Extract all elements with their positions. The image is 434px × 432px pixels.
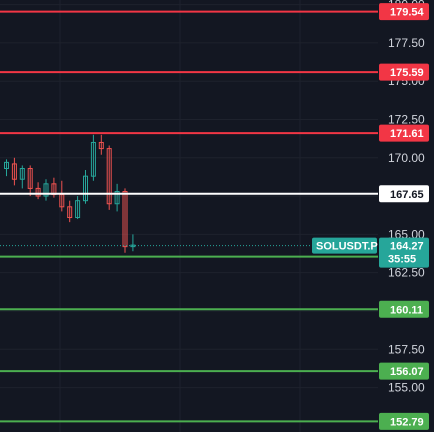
- candle: [122, 188, 128, 253]
- level-tag-background: [379, 300, 429, 318]
- candle: [90, 134, 96, 181]
- level-tag-label: 167.65: [390, 189, 424, 201]
- symbol-tag-background: [312, 237, 377, 254]
- y-tick-label: 155.00: [388, 381, 425, 395]
- candle-body: [19, 168, 25, 180]
- y-tick-label: 162.50: [388, 266, 425, 280]
- candle: [130, 234, 136, 252]
- bar-countdown-label: 35:55: [388, 254, 416, 266]
- y-tick-label: 157.50: [388, 342, 425, 356]
- y-tick-label: 172.50: [388, 112, 425, 126]
- candle-body: [83, 175, 88, 202]
- level-tag-label: 175.59: [390, 67, 424, 79]
- symbol-label: SOLUSDT.P: [316, 241, 378, 253]
- level-tag-background: [379, 412, 429, 430]
- level-price-tag: 160.11: [379, 300, 429, 318]
- level-tag-label: 179.54: [390, 7, 425, 19]
- candle: [19, 165, 25, 189]
- symbol-tag: SOLUSDT.P: [312, 237, 378, 254]
- candle: [67, 200, 73, 223]
- candle-body: [4, 161, 9, 170]
- candle: [75, 196, 81, 220]
- level-tag-background: [379, 362, 429, 380]
- candles: [4, 134, 136, 253]
- current-price-label: 164.27: [390, 241, 424, 253]
- candle-body: [90, 141, 96, 177]
- level-tag-background: [379, 63, 429, 81]
- levels: [0, 10, 378, 423]
- level-price-tag: 167.65: [379, 185, 429, 203]
- y-tick-label: 170.00: [388, 151, 425, 165]
- candle-body: [67, 206, 73, 219]
- candle: [83, 170, 88, 204]
- level-price-tag: 152.79: [379, 412, 429, 430]
- candle: [27, 165, 33, 197]
- candle-body: [35, 187, 41, 197]
- level-price-tag: 175.59: [379, 63, 429, 81]
- candle-body: [11, 163, 17, 180]
- level-price-tag: 156.07: [379, 362, 429, 380]
- candle-body: [27, 168, 33, 189]
- level-tag-background: [379, 185, 429, 203]
- y-tick-label: 177.50: [388, 36, 425, 50]
- level-tag-background: [379, 3, 429, 21]
- current-price-tag-background: [379, 237, 429, 268]
- level-price-tag: 179.54: [379, 3, 429, 21]
- price-tags: 179.54175.59171.61167.65163.55160.11156.…: [312, 3, 429, 430]
- level-tag-label: 156.07: [390, 366, 424, 378]
- candle: [98, 134, 104, 155]
- candle: [106, 145, 112, 210]
- candle-body: [122, 190, 128, 248]
- candle-body: [98, 141, 104, 150]
- candle: [11, 157, 17, 186]
- candle: [114, 183, 120, 212]
- level-tag-label: 160.11: [390, 304, 423, 316]
- level-tag-label: 171.61: [390, 128, 424, 140]
- candle: [43, 179, 49, 201]
- candle-body: [75, 200, 81, 219]
- candle-body: [43, 183, 49, 197]
- level-tag-label: 152.79: [390, 416, 424, 428]
- grid-layer: [0, 0, 378, 432]
- candle: [4, 159, 9, 177]
- candle-body: [106, 148, 112, 205]
- candle-body: [114, 190, 120, 205]
- candle: [35, 182, 41, 200]
- level-tag-background: [379, 124, 429, 142]
- level-price-tag: 171.61: [379, 124, 429, 142]
